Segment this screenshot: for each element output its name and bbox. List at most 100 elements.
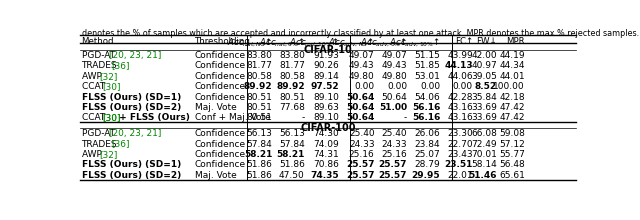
Text: 42.18: 42.18 [499, 93, 525, 102]
Text: 50.64: 50.64 [381, 93, 407, 102]
Text: 0.00: 0.00 [453, 82, 473, 91]
Text: 56.13: 56.13 [246, 129, 272, 138]
Text: 83.80: 83.80 [279, 51, 305, 60]
Text: 22.01: 22.01 [447, 171, 473, 180]
Text: Confidence: Confidence [195, 160, 246, 169]
Text: 51.86: 51.86 [246, 160, 272, 169]
Text: $Acc_{nat,0\%}$↑: $Acc_{nat,0\%}$↑ [259, 37, 305, 50]
Text: 80.58: 80.58 [279, 72, 305, 81]
Text: 0.00: 0.00 [420, 82, 440, 91]
Text: CCAT: CCAT [81, 114, 108, 122]
Text: FW↓: FW↓ [476, 37, 497, 46]
Text: 53.01: 53.01 [415, 72, 440, 81]
Text: Confidence: Confidence [195, 139, 246, 148]
Text: 56.16: 56.16 [412, 114, 440, 122]
Text: 74.30: 74.30 [313, 129, 339, 138]
Text: 58.21: 58.21 [244, 150, 272, 159]
Text: 89.92: 89.92 [276, 82, 305, 91]
Text: [20, 23, 21]: [20, 23, 21] [109, 129, 162, 138]
Text: 44.06: 44.06 [447, 72, 473, 81]
Text: FLSS (Ours) (SD=1): FLSS (Ours) (SD=1) [81, 160, 181, 169]
Text: 51.85: 51.85 [415, 61, 440, 70]
Text: [32]: [32] [99, 150, 118, 159]
Text: 8.52: 8.52 [475, 82, 497, 91]
Text: 42.00: 42.00 [471, 51, 497, 60]
Text: 23.84: 23.84 [415, 139, 440, 148]
Text: Thresholding: Thresholding [195, 37, 251, 46]
Text: 33.69: 33.69 [471, 114, 497, 122]
Text: 59.08: 59.08 [499, 129, 525, 138]
Text: 40.97: 40.97 [471, 61, 497, 70]
Text: 89.10: 89.10 [313, 93, 339, 102]
Text: Method: Method [81, 37, 114, 46]
Text: FLSS (Ours) (SD=2): FLSS (Ours) (SD=2) [81, 103, 181, 112]
Text: 25.40: 25.40 [381, 129, 407, 138]
Text: 35.84: 35.84 [471, 93, 497, 102]
Text: 44.13: 44.13 [444, 61, 473, 70]
Text: 23.43: 23.43 [447, 150, 473, 159]
Text: 74.35: 74.35 [310, 171, 339, 180]
Text: $Acc_{nat,NS}$↑: $Acc_{nat,NS}$↑ [227, 37, 272, 50]
Text: 44.19: 44.19 [499, 51, 525, 60]
Text: 72.49: 72.49 [471, 139, 497, 148]
Text: FLSS (Ours) (SD=2): FLSS (Ours) (SD=2) [81, 171, 181, 180]
Text: 57.84: 57.84 [246, 139, 272, 148]
Text: 25.57: 25.57 [346, 160, 374, 169]
Text: 47.42: 47.42 [499, 103, 525, 112]
Text: 74.31: 74.31 [313, 150, 339, 159]
Text: Confidence: Confidence [195, 51, 246, 60]
Text: [30]: [30] [102, 114, 120, 122]
Text: -: - [301, 114, 305, 122]
Text: PGD-AT: PGD-AT [81, 51, 117, 60]
Text: 54.06: 54.06 [415, 93, 440, 102]
Text: 89.92: 89.92 [244, 82, 272, 91]
Text: Confidence: Confidence [195, 129, 246, 138]
Text: 80.58: 80.58 [246, 72, 272, 81]
Text: 56.16: 56.16 [412, 103, 440, 112]
Text: 77.68: 77.68 [279, 103, 305, 112]
Text: 74.09: 74.09 [313, 139, 339, 148]
Text: 25.57: 25.57 [346, 171, 374, 180]
Text: 66.08: 66.08 [471, 129, 497, 138]
Text: 44.01: 44.01 [499, 72, 525, 81]
Text: Confidence: Confidence [195, 93, 246, 102]
Text: 49.43: 49.43 [381, 61, 407, 70]
Text: 56.48: 56.48 [499, 160, 525, 169]
Text: Maj. Vote: Maj. Vote [195, 103, 236, 112]
Text: [30]: [30] [102, 114, 120, 122]
Text: 49.07: 49.07 [349, 51, 374, 60]
Text: 50.64: 50.64 [346, 103, 374, 112]
Text: 65.61: 65.61 [499, 171, 525, 180]
Text: 80.51: 80.51 [246, 114, 272, 122]
Text: 100.00: 100.00 [493, 82, 525, 91]
Text: 25.07: 25.07 [415, 150, 440, 159]
Text: [30]: [30] [102, 82, 120, 91]
Text: 49.80: 49.80 [349, 72, 374, 81]
Text: 91.93: 91.93 [313, 51, 339, 60]
Text: [36]: [36] [111, 139, 130, 148]
Text: AWP: AWP [81, 72, 104, 81]
Text: 47.42: 47.42 [499, 114, 525, 122]
Text: 43.16: 43.16 [447, 103, 473, 112]
Text: 28.79: 28.79 [415, 160, 440, 169]
Text: 47.50: 47.50 [279, 171, 305, 180]
Text: 25.57: 25.57 [378, 160, 407, 169]
Text: 23.51: 23.51 [445, 160, 473, 169]
Text: Confidence: Confidence [195, 150, 246, 159]
Text: 49.43: 49.43 [349, 61, 374, 70]
Text: denotes the % of samples which are accepted and incorrectly classified by at lea: denotes the % of samples which are accep… [81, 29, 639, 38]
Text: $Acc_{nat,10\%}$↑: $Acc_{nat,10\%}$↑ [289, 37, 339, 50]
Text: 70.86: 70.86 [313, 160, 339, 169]
Text: 81.77: 81.77 [279, 61, 305, 70]
Text: 29.95: 29.95 [412, 171, 440, 180]
Text: 24.33: 24.33 [349, 139, 374, 148]
Text: -: - [404, 114, 407, 122]
Text: 50.64: 50.64 [346, 93, 374, 102]
Text: 57.84: 57.84 [279, 139, 305, 148]
Text: 23.30: 23.30 [447, 129, 473, 138]
Text: 58.14: 58.14 [471, 160, 497, 169]
Text: 25.57: 25.57 [378, 171, 407, 180]
Text: 49.80: 49.80 [381, 72, 407, 81]
Text: 51.86: 51.86 [246, 171, 272, 180]
Text: + FLSS (Ours): + FLSS (Ours) [116, 114, 190, 122]
